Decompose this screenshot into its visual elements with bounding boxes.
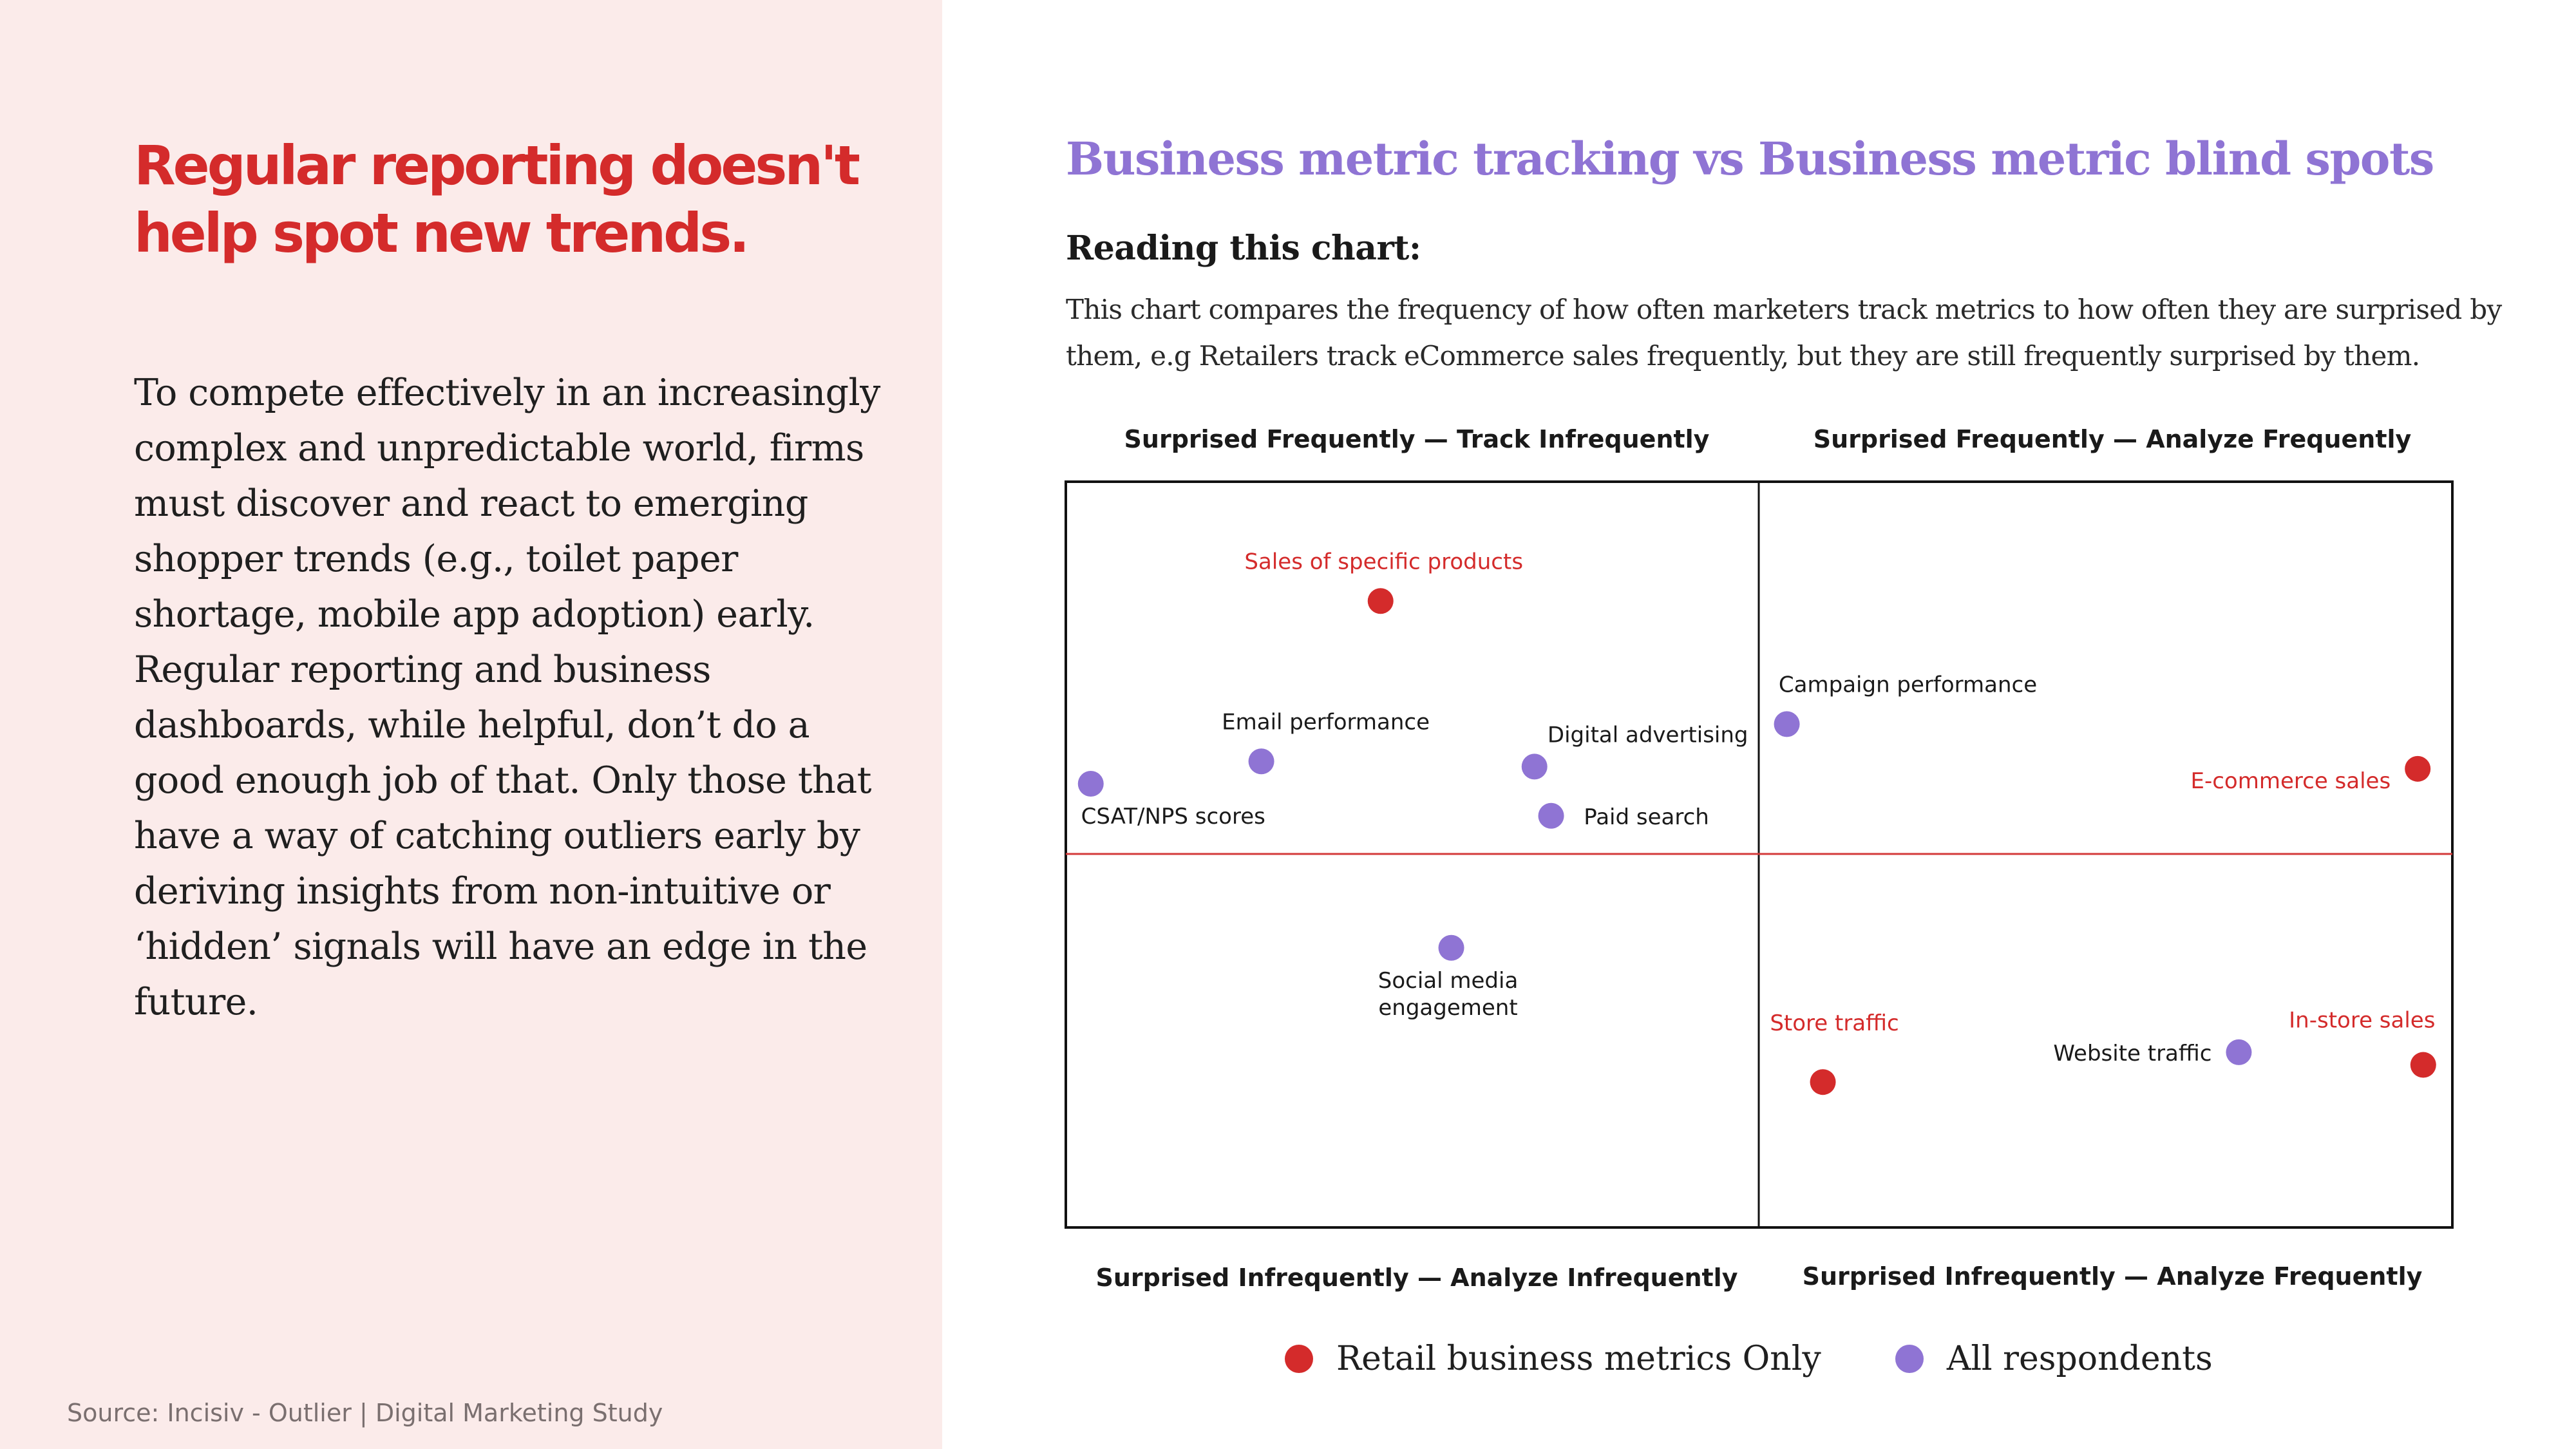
legend-dot-all	[1895, 1345, 1924, 1373]
source-note: Source: Incisiv - Outlier | Digital Mark…	[67, 1399, 663, 1427]
left-panel: Regular reporting doesn't help spot new …	[0, 0, 942, 1449]
data-point	[1248, 748, 1274, 775]
quadrant-label-bottom-left: Surprised Infrequently — Analyze Infrequ…	[1096, 1264, 1738, 1292]
chart-title: Business metric tracking vs Business met…	[1066, 132, 2434, 185]
headline: Regular reporting doesn't help spot new …	[134, 134, 860, 265]
quadrant-label-top-right: Surprised Frequently — Analyze Frequentl…	[1814, 425, 2412, 453]
data-point	[1367, 588, 1394, 614]
data-label: In-store sales	[2289, 1008, 2435, 1034]
data-label: Digital advertising	[1548, 722, 1748, 748]
data-label: Website traffic	[2053, 1041, 2211, 1066]
data-label: E-commerce sales	[2190, 768, 2391, 794]
data-point	[1077, 770, 1104, 797]
data-label: Sales of specific products	[1244, 549, 1523, 574]
data-label: Store traffic	[1770, 1010, 1899, 1036]
quadrant-label-bottom-right: Surprised Infrequently — Analyze Frequen…	[1803, 1262, 2423, 1291]
legend: Retail business metrics Only All respond…	[1285, 1340, 2287, 1378]
quadrant-label-top-left: Surprised Frequently — Track Infrequentl…	[1124, 425, 1710, 453]
data-point	[1774, 711, 1800, 737]
data-point	[1810, 1069, 1836, 1095]
reading-heading: Reading this chart:	[1066, 229, 1421, 268]
data-label: Paid search	[1584, 804, 1709, 830]
data-label: Email performance	[1222, 709, 1430, 735]
data-label: Social media engagement	[1378, 968, 1519, 1021]
data-point	[2226, 1039, 2252, 1065]
data-point	[1438, 934, 1464, 961]
data-point	[1521, 753, 1548, 780]
legend-item-retail: Retail business metrics Only	[1285, 1340, 1821, 1378]
data-label: Campaign performance	[1779, 672, 2037, 697]
points-layer: Sales of specific products E-commerce sal…	[1077, 549, 2436, 1095]
legend-item-all: All respondents	[1895, 1340, 2213, 1378]
reading-description: This chart compares the frequency of how…	[1066, 294, 2502, 372]
legend-label-all: All respondents	[1946, 1340, 2213, 1378]
legend-label-retail: Retail business metrics Only	[1336, 1340, 1821, 1378]
legend-dot-retail	[1285, 1345, 1313, 1373]
data-point	[2410, 1052, 2436, 1078]
body-text: To compete effectively in an increasingl…	[134, 372, 880, 1023]
data-point	[1538, 802, 1564, 829]
data-label: CSAT/NPS scores	[1081, 804, 1265, 829]
data-point	[2405, 755, 2431, 782]
